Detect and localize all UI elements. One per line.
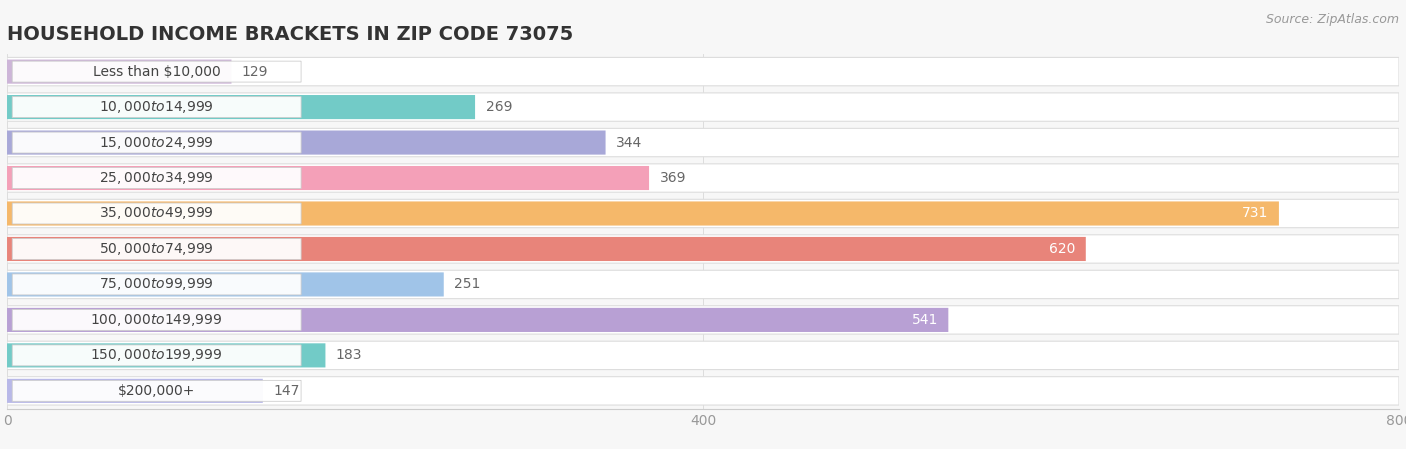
Text: 344: 344: [616, 136, 643, 150]
Text: $15,000 to $24,999: $15,000 to $24,999: [100, 135, 214, 150]
FancyBboxPatch shape: [7, 166, 650, 190]
FancyBboxPatch shape: [7, 202, 1279, 225]
Text: 731: 731: [1241, 207, 1268, 220]
Text: 541: 541: [911, 313, 938, 327]
Text: $10,000 to $14,999: $10,000 to $14,999: [100, 99, 214, 115]
Text: $150,000 to $199,999: $150,000 to $199,999: [90, 348, 224, 363]
Text: $100,000 to $149,999: $100,000 to $149,999: [90, 312, 224, 328]
FancyBboxPatch shape: [13, 309, 301, 330]
FancyBboxPatch shape: [7, 60, 232, 84]
Text: $200,000+: $200,000+: [118, 384, 195, 398]
FancyBboxPatch shape: [7, 95, 475, 119]
FancyBboxPatch shape: [7, 199, 1399, 228]
FancyBboxPatch shape: [13, 238, 301, 260]
FancyBboxPatch shape: [7, 308, 948, 332]
Text: Less than $10,000: Less than $10,000: [93, 65, 221, 79]
FancyBboxPatch shape: [7, 343, 325, 367]
Text: $75,000 to $99,999: $75,000 to $99,999: [100, 277, 214, 292]
FancyBboxPatch shape: [7, 341, 1399, 370]
FancyBboxPatch shape: [7, 379, 263, 403]
Text: $25,000 to $34,999: $25,000 to $34,999: [100, 170, 214, 186]
FancyBboxPatch shape: [7, 57, 1399, 86]
FancyBboxPatch shape: [13, 167, 301, 189]
FancyBboxPatch shape: [13, 345, 301, 366]
Text: 251: 251: [454, 277, 481, 291]
Text: Source: ZipAtlas.com: Source: ZipAtlas.com: [1265, 13, 1399, 26]
FancyBboxPatch shape: [13, 203, 301, 224]
FancyBboxPatch shape: [13, 380, 301, 401]
FancyBboxPatch shape: [7, 128, 1399, 157]
FancyBboxPatch shape: [13, 132, 301, 153]
FancyBboxPatch shape: [7, 270, 1399, 299]
FancyBboxPatch shape: [7, 235, 1399, 263]
Text: 129: 129: [242, 65, 269, 79]
Text: $50,000 to $74,999: $50,000 to $74,999: [100, 241, 214, 257]
FancyBboxPatch shape: [7, 306, 1399, 334]
Text: HOUSEHOLD INCOME BRACKETS IN ZIP CODE 73075: HOUSEHOLD INCOME BRACKETS IN ZIP CODE 73…: [7, 25, 574, 44]
FancyBboxPatch shape: [7, 164, 1399, 192]
FancyBboxPatch shape: [7, 93, 1399, 121]
Text: 269: 269: [485, 100, 512, 114]
FancyBboxPatch shape: [13, 274, 301, 295]
Text: 620: 620: [1049, 242, 1076, 256]
Text: 369: 369: [659, 171, 686, 185]
FancyBboxPatch shape: [7, 131, 606, 154]
FancyBboxPatch shape: [7, 273, 444, 296]
Text: 183: 183: [336, 348, 363, 362]
Text: 147: 147: [273, 384, 299, 398]
FancyBboxPatch shape: [7, 377, 1399, 405]
FancyBboxPatch shape: [13, 61, 301, 82]
FancyBboxPatch shape: [13, 97, 301, 118]
FancyBboxPatch shape: [7, 237, 1085, 261]
Text: $35,000 to $49,999: $35,000 to $49,999: [100, 206, 214, 221]
